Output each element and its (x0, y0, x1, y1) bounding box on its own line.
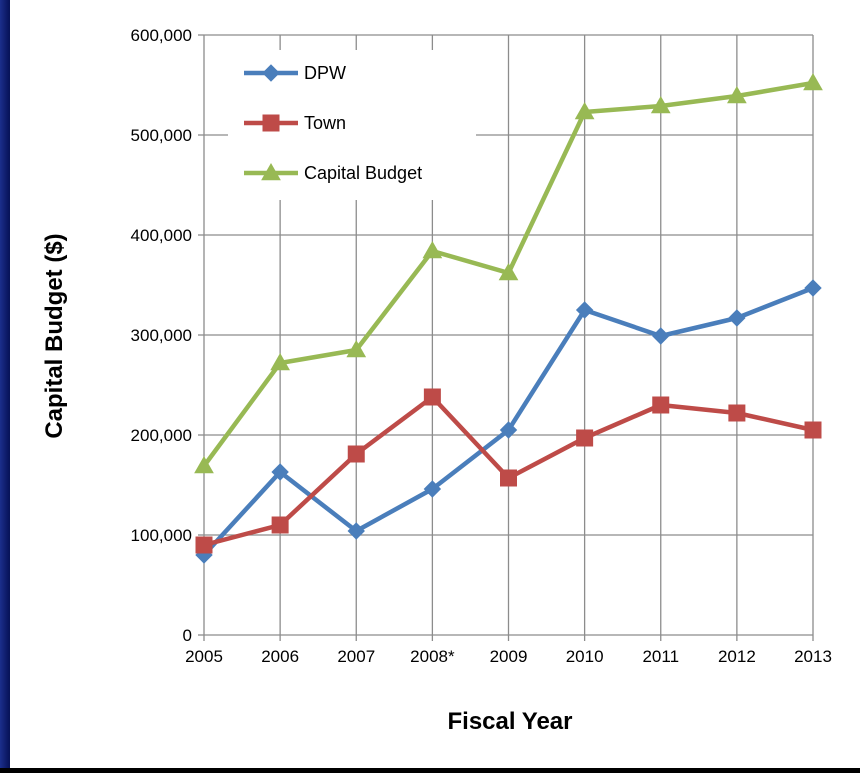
data-point (500, 469, 517, 487)
tick-labels: 0 100,000 200,000 300,000 400,000 500,000 600,… (131, 26, 832, 666)
line-chart: 0 100,000 200,000 300,000 400,000 500,000 600,… (41, 26, 832, 735)
y-tick-label: 600,000 (131, 26, 192, 45)
y-tick-label: 200,000 (131, 426, 192, 445)
data-point (270, 352, 290, 371)
y-tick-label: 100,000 (131, 526, 192, 545)
data-point (804, 421, 822, 439)
y-tick-label: 0 (183, 626, 192, 645)
data-point (423, 480, 442, 498)
y-tick-label: 400,000 (131, 226, 192, 245)
data-point (804, 279, 822, 297)
y-tick-label: 300,000 (131, 326, 192, 345)
data-point (423, 388, 441, 406)
legend-swatch-marker (262, 64, 280, 82)
x-tick-label: 2009 (490, 647, 528, 666)
series-capital-budget (194, 72, 823, 474)
data-point (652, 327, 670, 345)
data-point (271, 463, 289, 481)
y-axis-title: Capital Budget ($) (41, 233, 68, 438)
data-point (498, 262, 519, 281)
data-point (195, 536, 213, 554)
series-dpw (195, 279, 822, 564)
x-tick-label: 2010 (566, 647, 604, 666)
legend-entry: Town (244, 113, 346, 133)
data-point (727, 85, 747, 104)
legend-entry: DPW (244, 63, 346, 83)
data-point (499, 421, 518, 439)
data-point (575, 301, 594, 319)
data-point (346, 339, 367, 358)
data-point (803, 72, 823, 91)
axes (198, 34, 814, 641)
x-axis-title: Fiscal Year (448, 708, 573, 735)
data-point (652, 396, 670, 414)
chart-area: 0 100,000 200,000 300,000 400,000 500,000 600,… (10, 0, 860, 768)
series-town (195, 388, 822, 554)
data-point (194, 455, 214, 474)
legend-label: Town (304, 113, 346, 133)
x-tick-label: 2007 (337, 647, 375, 666)
x-tick-label: 2013 (794, 647, 832, 666)
x-tick-label: 2005 (185, 647, 223, 666)
legend-label: Capital Budget (304, 163, 422, 183)
data-point (574, 101, 595, 120)
legend-swatch-marker (261, 162, 281, 181)
legend-entry: Capital Budget (244, 162, 422, 183)
x-tick-label: 2011 (642, 647, 679, 666)
data-point (347, 445, 365, 463)
data-point (728, 309, 746, 327)
legend-label: DPW (304, 63, 346, 83)
legend-swatch-marker (262, 114, 280, 132)
data-point (728, 404, 746, 422)
series (194, 72, 823, 564)
x-tick-label: 2012 (718, 647, 756, 666)
data-point (576, 429, 594, 447)
x-tick-label: 2008* (410, 647, 455, 666)
y-tick-label: 500,000 (131, 126, 192, 145)
data-point (422, 240, 443, 259)
data-point (650, 95, 671, 114)
data-point (347, 522, 365, 540)
legend: DPW Town Capital Budget (228, 50, 476, 200)
x-tick-label: 2006 (261, 647, 299, 666)
data-point (271, 516, 289, 534)
